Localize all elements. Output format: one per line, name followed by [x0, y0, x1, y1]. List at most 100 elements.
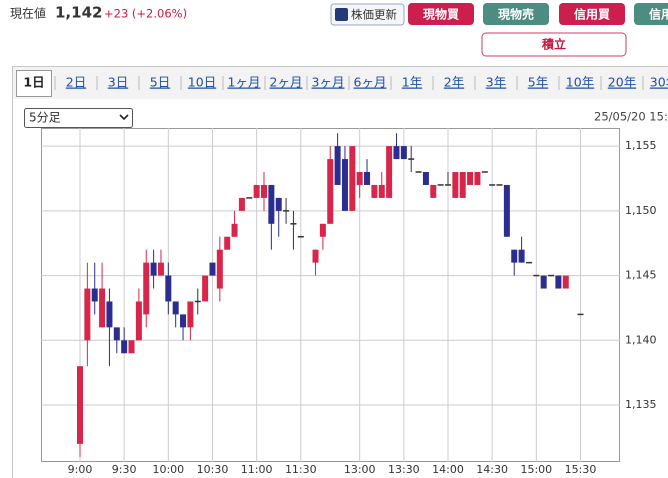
- candle: [180, 314, 187, 341]
- candle-body: [99, 288, 106, 328]
- candle: [84, 262, 91, 367]
- tab[interactable]: 2年: [444, 75, 464, 90]
- button-bg: [634, 3, 668, 25]
- select-arrow: [119, 114, 129, 121]
- candle: [253, 184, 260, 198]
- candle: [275, 197, 282, 237]
- candle: [135, 288, 142, 341]
- candle-body: [452, 172, 459, 198]
- tab[interactable]: 2日: [66, 75, 86, 90]
- tab[interactable]: 6ヶ月: [354, 75, 387, 90]
- tab[interactable]: 1日: [23, 75, 44, 90]
- candle: [113, 327, 120, 354]
- candle: [577, 313, 584, 316]
- tab[interactable]: 1ヶ月: [228, 75, 261, 90]
- candle-body: [496, 184, 503, 186]
- candle: [459, 172, 466, 198]
- candle-body: [540, 275, 547, 289]
- y-tick-label: 1,150: [625, 204, 657, 217]
- button-bg: [330, 3, 405, 26]
- candle-body: [562, 275, 569, 289]
- candle-body: [165, 275, 172, 302]
- x-tick-label: 13:30: [388, 463, 420, 476]
- interval-select[interactable]: 5分足: [24, 108, 133, 128]
- candle: [518, 236, 525, 263]
- candle-body: [400, 146, 407, 160]
- tab[interactable]: 20年: [608, 75, 636, 90]
- candle: [268, 184, 275, 250]
- candle: [194, 288, 201, 315]
- candle: [157, 249, 164, 276]
- candle: [496, 184, 503, 186]
- x-tick-label: 11:00: [241, 463, 273, 476]
- candle-body: [327, 159, 334, 224]
- tab[interactable]: 10日: [188, 75, 216, 90]
- tab[interactable]: 3ヶ月: [312, 75, 345, 90]
- candle-body: [91, 288, 98, 302]
- tab[interactable]: 1年: [402, 75, 422, 90]
- candle: [408, 146, 415, 173]
- tab-selected-bg: [16, 70, 52, 97]
- candle-body: [113, 327, 120, 341]
- candle: [91, 262, 98, 315]
- x-tick-label: 9:30: [112, 463, 137, 476]
- candle: [415, 171, 422, 173]
- candle: [150, 249, 157, 289]
- tab[interactable]: 30年: [650, 75, 668, 90]
- candle: [99, 262, 106, 328]
- candle: [452, 172, 459, 198]
- candle-body: [319, 223, 326, 237]
- tab[interactable]: 5日: [150, 75, 170, 90]
- buy-button[interactable]: 現物買: [408, 3, 474, 25]
- candle: [334, 133, 341, 185]
- candle: [312, 249, 319, 276]
- candle-body: [518, 249, 525, 263]
- savings-button[interactable]: 積立: [481, 32, 627, 57]
- candle-body: [77, 366, 83, 444]
- candle: [246, 197, 253, 199]
- price: 1,142: [55, 4, 102, 22]
- tab[interactable]: 3日: [108, 75, 128, 90]
- candle-body: [238, 197, 245, 211]
- tab[interactable]: 3年: [486, 75, 506, 90]
- candle: [349, 146, 356, 211]
- candle-body: [216, 249, 223, 289]
- candle: [378, 172, 385, 198]
- candle-body: [393, 146, 400, 160]
- candle: [533, 274, 540, 277]
- tab[interactable]: 2ヶ月: [270, 75, 303, 90]
- margin-sell-button[interactable]: 信用売: [634, 3, 668, 25]
- candle-body: [489, 184, 496, 186]
- candle-body: [430, 184, 437, 198]
- x-tick-label: 9:00: [68, 463, 93, 476]
- candle-body: [231, 223, 238, 237]
- tab[interactable]: 10年: [566, 75, 594, 90]
- candle-body: [533, 274, 540, 277]
- candle-body: [459, 172, 466, 198]
- candle-body: [577, 313, 584, 316]
- candle-body: [157, 262, 164, 276]
- candle-body: [261, 184, 267, 198]
- candle-body: [194, 300, 201, 303]
- candle-body: [312, 249, 319, 263]
- candle: [224, 236, 231, 250]
- candle-body: [268, 184, 275, 224]
- candle: [319, 223, 326, 250]
- candle: [371, 184, 378, 198]
- button-bg: [408, 3, 474, 25]
- margin-buy-button[interactable]: 信用買: [559, 3, 625, 25]
- candle-body: [84, 288, 91, 341]
- y-tick-label: 1,135: [625, 398, 657, 411]
- candle-body: [297, 235, 304, 238]
- sell-button[interactable]: 現物売: [483, 3, 549, 25]
- refresh-button[interactable]: 株価更新: [330, 3, 405, 26]
- candle: [143, 249, 150, 328]
- candle: [489, 184, 496, 186]
- candle: [393, 133, 400, 160]
- tab[interactable]: 5年: [528, 75, 548, 90]
- candle-body: [275, 197, 282, 211]
- candle-body: [209, 262, 216, 276]
- x-tick-label: 14:00: [432, 463, 464, 476]
- select-value: 5分足: [29, 111, 61, 125]
